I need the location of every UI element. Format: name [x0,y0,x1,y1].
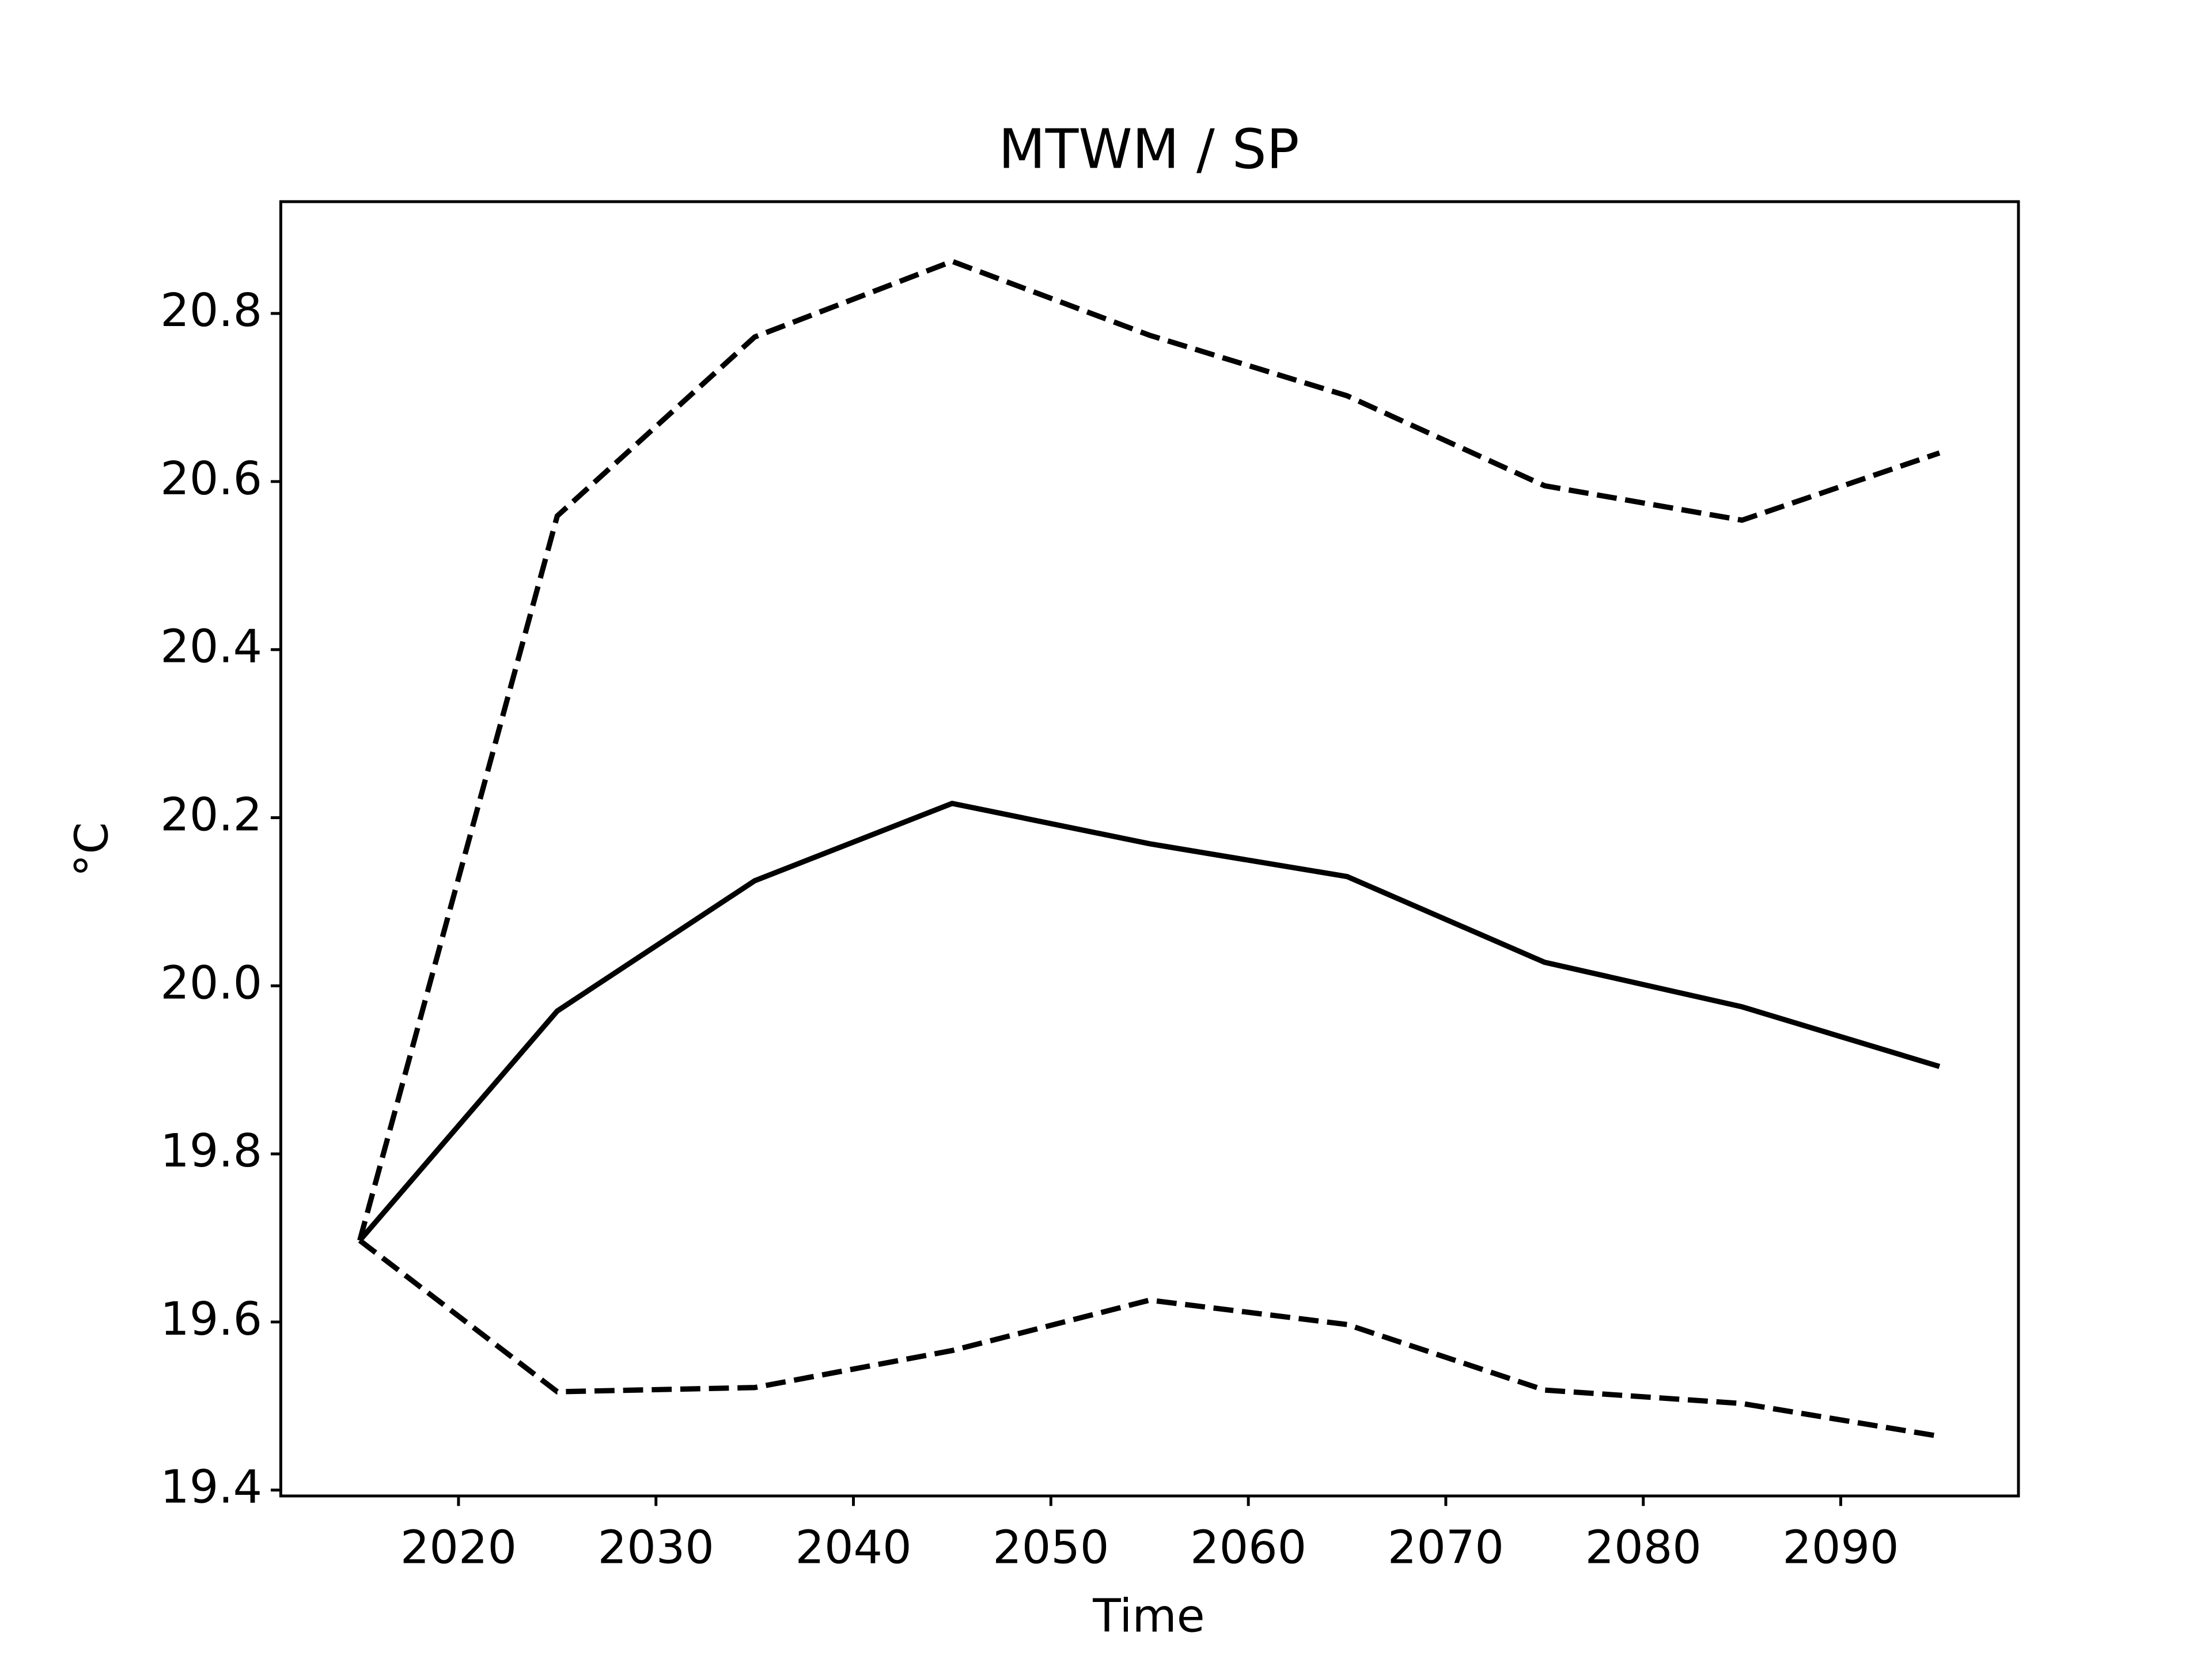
x-tick-label: 2070 [1388,1520,1504,1574]
y-tick-label: 19.8 [160,1124,262,1177]
plot-frame [279,200,2020,1498]
y-tick-label: 20.0 [160,956,262,1009]
x-tick-label: 2040 [795,1520,911,1574]
x-tick-label: 2050 [993,1520,1109,1574]
series-line [357,258,1941,1241]
y-tick-label: 20.6 [160,452,262,505]
x-tick-label: 2090 [1782,1520,1899,1574]
x-tick-label: 2020 [400,1520,517,1574]
y-axis-label: °C [65,822,119,877]
x-tick-label: 2060 [1190,1520,1306,1574]
x-tick-label: 2030 [598,1520,714,1574]
series-line [358,1238,1940,1439]
x-axis-label: Time [1092,1589,1205,1642]
y-tick-label: 20.4 [160,620,262,673]
x-tick-label: 2080 [1585,1520,1702,1574]
series-line [358,800,1941,1243]
y-tick-label: 19.4 [160,1460,262,1514]
y-tick-label: 20.2 [160,788,262,842]
chart-title: MTWM / SP [998,118,1299,181]
y-tick-label: 19.6 [160,1292,262,1346]
y-tick-label: 20.8 [160,283,262,337]
